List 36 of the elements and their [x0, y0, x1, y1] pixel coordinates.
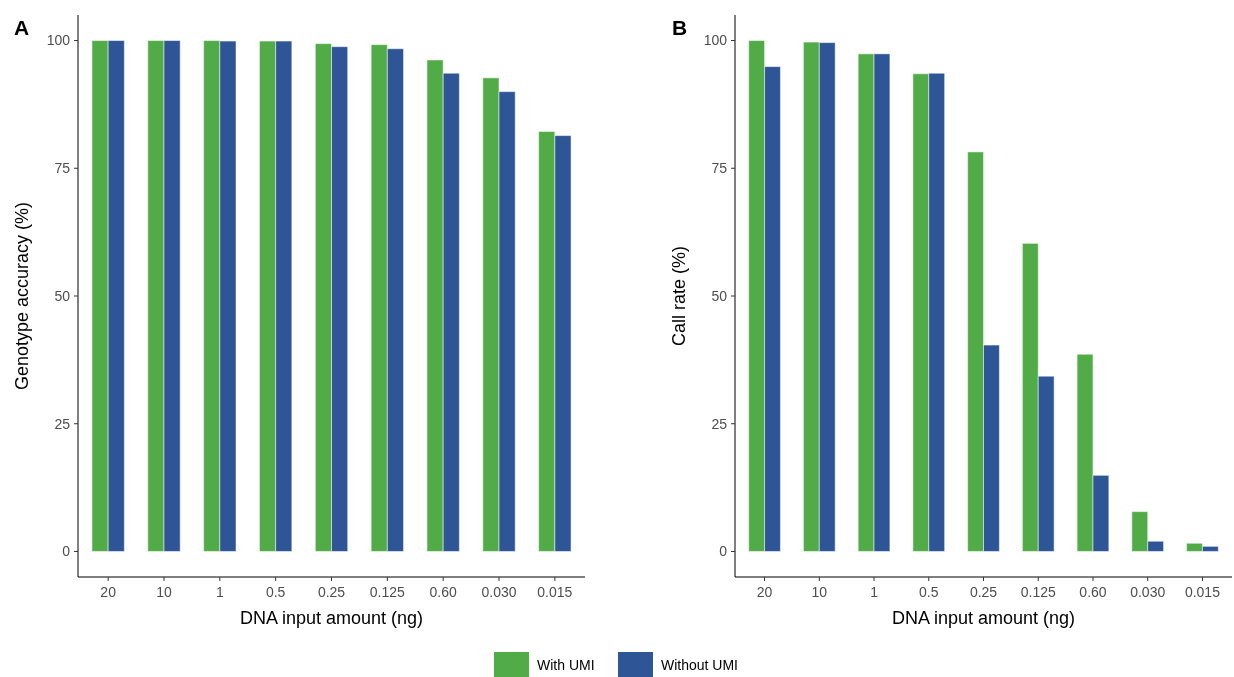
x-tick-label: 0.5 [919, 584, 939, 600]
x-tick-label: 1 [870, 584, 879, 600]
x-tick-label: 0.25 [969, 584, 998, 600]
x-tick-label: 20 [756, 584, 773, 600]
x-tick-label: 10 [156, 584, 172, 600]
y-tick-label: 100 [46, 32, 71, 49]
x-tick-label: 20 [100, 584, 117, 600]
y-tick-label: 50 [54, 287, 71, 304]
x-axis-title: DNA input amount (ng) [239, 608, 424, 628]
y-tick-label: 25 [54, 415, 71, 432]
y-tick-label: 25 [711, 415, 728, 432]
y-tick-label: 50 [711, 287, 728, 304]
x-tick-label: 0.60 [1079, 584, 1107, 600]
x-tick-label: 0.125 [1020, 584, 1056, 600]
y-tick-label: 0 [62, 543, 71, 560]
x-tick-label: 0.015 [1184, 584, 1221, 600]
x-tick-label: 0.60 [429, 584, 458, 600]
y-axis-title: Call rate (%) [669, 245, 689, 347]
y-tick-label: 100 [703, 32, 728, 49]
x-tick-label: 0.015 [537, 584, 573, 600]
x-axis-title: DNA input amount (ng) [891, 608, 1076, 628]
legend-label: Without UMI [661, 657, 739, 673]
x-tick-label: 1 [215, 584, 224, 600]
legend-label: With UMI [537, 657, 595, 673]
x-tick-label: 0.25 [317, 584, 346, 600]
y-tick-label: 75 [54, 160, 71, 177]
x-tick-label: 0.030 [1130, 584, 1166, 600]
x-tick-label: 0.5 [265, 584, 286, 600]
chart-title: B [672, 16, 688, 39]
x-tick-label: 0.125 [369, 584, 406, 600]
x-tick-label: 10 [811, 584, 828, 600]
chart-title: A [14, 16, 30, 39]
y-axis-title: Genotype accuracy (%) [12, 201, 32, 391]
y-tick-label: 0 [719, 543, 728, 560]
y-tick-label: 75 [711, 160, 728, 177]
x-tick-label: 0.030 [481, 584, 517, 600]
